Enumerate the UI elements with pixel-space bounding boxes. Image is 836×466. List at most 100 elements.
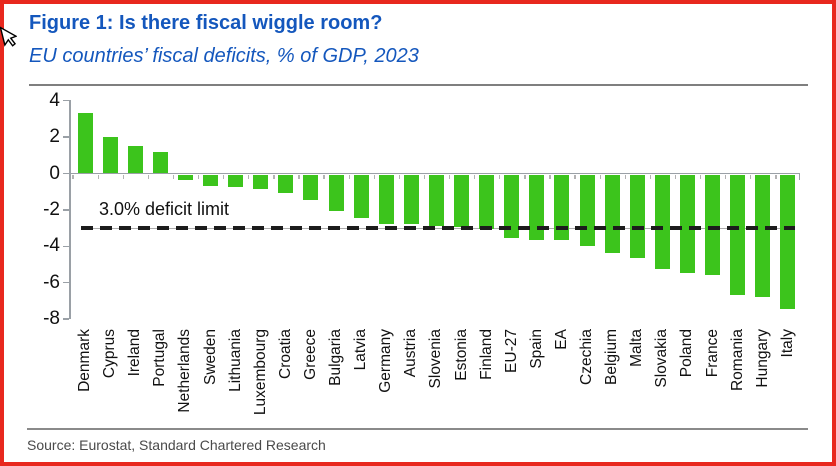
x-axis-label: Latvia [352, 329, 370, 371]
x-axis-minor-tick [97, 175, 99, 179]
x-axis-minor-tick [725, 175, 727, 179]
x-axis-end-tick [798, 173, 800, 180]
x-axis-minor-tick [122, 175, 124, 179]
x-axis-minor-tick [423, 175, 426, 179]
bar [604, 174, 620, 253]
x-axis-label: Estonia [452, 329, 470, 381]
x-axis-minor-tick [750, 175, 752, 179]
x-axis-minor-tick [373, 175, 375, 179]
y-axis-tick-label: -8 [43, 308, 60, 330]
bar [554, 174, 570, 241]
x-axis-label: Romania [728, 329, 746, 392]
bar [152, 151, 168, 174]
x-axis-minor-tick [248, 175, 250, 179]
x-axis-minor-tick [474, 175, 476, 179]
x-axis-label: Spain [527, 329, 545, 369]
bar [780, 174, 796, 310]
figure-subtitle: EU countries’ fiscal deficits, % of GDP,… [29, 45, 419, 67]
x-axis-minor-tick [197, 175, 200, 179]
x-axis-minor-tick [599, 175, 601, 179]
x-axis-minor-tick [223, 175, 225, 179]
bar [303, 174, 319, 201]
x-axis-label: Slovakia [653, 329, 671, 388]
bar [529, 174, 545, 241]
y-axis-tick-label: 2 [49, 126, 60, 148]
bar [504, 174, 520, 239]
x-axis-label: Bulgaria [327, 329, 344, 386]
deficit-limit-label: 3.0% deficit limit [99, 199, 230, 219]
x-axis-minor-tick [699, 175, 702, 179]
deficit-limit-dashed-line [81, 226, 795, 231]
y-axis-line [69, 100, 71, 319]
y-axis-tick [63, 318, 69, 320]
x-axis-minor-tick [147, 175, 150, 179]
y-axis-tick-label: 4 [49, 89, 60, 111]
bar [378, 174, 394, 224]
bar [730, 174, 746, 295]
y-axis-tick [63, 136, 69, 138]
bar [579, 174, 595, 246]
x-axis-minor-tick [574, 175, 576, 179]
bar [203, 174, 218, 186]
bar [353, 174, 369, 219]
x-axis-label: Italy [778, 329, 796, 358]
y-axis-tick [63, 209, 69, 211]
bar [77, 113, 93, 174]
x-axis-label: Germany [377, 329, 395, 393]
x-axis-label: EU-27 [502, 329, 520, 373]
y-axis-tick [63, 99, 69, 102]
header-divider [29, 84, 808, 86]
x-axis-minor-tick [524, 175, 526, 179]
x-axis-minor-tick [298, 175, 300, 179]
x-axis-label: EA [552, 329, 570, 350]
x-axis-minor-tick [72, 175, 74, 179]
x-axis-minor-tick [624, 175, 626, 179]
bar [679, 174, 695, 273]
x-axis-label: Hungary [753, 329, 771, 388]
x-axis-minor-tick [775, 175, 777, 179]
x-axis-minor-tick [549, 175, 551, 179]
x-axis-label: Belgium [603, 329, 621, 385]
bar [454, 174, 469, 228]
mouse-cursor-icon [0, 24, 18, 56]
x-axis-minor-tick [398, 175, 401, 179]
source-text: Source: Eurostat, Standard Chartered Res… [27, 437, 326, 453]
y-axis-tick [63, 245, 69, 248]
bar [177, 174, 193, 181]
bar [705, 174, 720, 275]
bar [428, 174, 444, 226]
figure-title: Figure 1: Is there fiscal wiggle room? [29, 12, 383, 34]
y-axis-tick-label: 0 [49, 162, 60, 184]
x-axis-label: France [703, 329, 721, 378]
x-axis-label: Poland [678, 329, 696, 378]
x-axis-label: Slovenia [427, 329, 445, 389]
bar [403, 174, 419, 224]
y-axis-tick-label: -2 [43, 198, 60, 220]
x-axis-line [69, 172, 800, 175]
x-axis-minor-tick [323, 175, 325, 179]
bar [629, 174, 645, 259]
x-axis-label: Finland [477, 329, 495, 380]
x-axis-minor-tick [649, 175, 652, 179]
x-axis-minor-tick [499, 175, 501, 179]
x-axis-label: Malta [628, 329, 646, 367]
bar [102, 137, 118, 174]
bar [228, 174, 244, 188]
bar [755, 174, 771, 297]
x-axis-minor-tick [674, 175, 677, 179]
footer-divider [27, 428, 808, 430]
x-axis-label: Czechia [578, 329, 595, 385]
bar [278, 174, 294, 193]
y-axis-tick [63, 281, 69, 284]
y-axis-tick-label: -6 [43, 271, 60, 293]
bar [479, 174, 495, 230]
y-axis-tick-label: -4 [43, 235, 60, 257]
x-axis-minor-tick [348, 175, 350, 179]
bar [253, 174, 269, 190]
x-axis-minor-tick [172, 175, 175, 179]
bar [328, 174, 344, 212]
x-axis-minor-tick [448, 175, 451, 179]
y-axis-tick [63, 172, 69, 175]
bar [127, 146, 143, 174]
